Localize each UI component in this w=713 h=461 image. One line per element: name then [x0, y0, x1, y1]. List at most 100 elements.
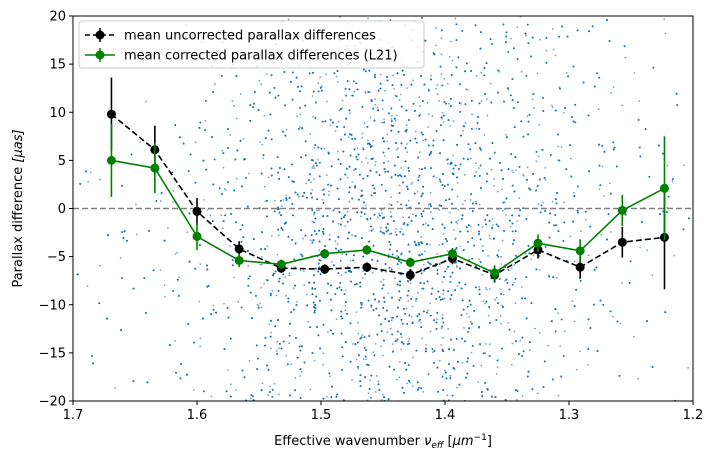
scatter-point — [159, 269, 162, 271]
scatter-point — [194, 141, 197, 144]
scatter-point — [346, 176, 349, 179]
scatter-point — [612, 86, 615, 88]
scatter-point — [87, 180, 89, 183]
scatter-point — [369, 379, 371, 382]
scatter-point — [267, 394, 269, 397]
scatter-point — [584, 218, 587, 221]
scatter-point — [145, 100, 148, 103]
scatter-point — [313, 359, 316, 362]
scatter-point — [276, 253, 279, 256]
scatter-point — [456, 195, 459, 198]
scatter-point — [167, 227, 169, 229]
scatter-point — [410, 282, 412, 285]
scatter-point — [511, 342, 514, 345]
scatter-point — [367, 392, 370, 394]
scatter-point — [557, 145, 560, 148]
scatter-point — [441, 313, 444, 316]
scatter-point — [260, 83, 262, 86]
scatter-point — [388, 203, 391, 205]
scatter-point — [440, 327, 443, 330]
scatter-point — [270, 235, 273, 237]
scatter-point — [466, 88, 469, 91]
scatter-point — [547, 344, 550, 347]
scatter-point — [394, 277, 396, 280]
scatter-point — [231, 100, 234, 102]
scatter-point — [381, 108, 384, 110]
scatter-point — [538, 331, 541, 334]
scatter-point — [429, 191, 432, 194]
scatter-point — [470, 351, 473, 354]
scatter-point — [305, 293, 308, 296]
scatter-point — [365, 157, 368, 159]
scatter-point — [456, 386, 458, 389]
scatter-point — [530, 258, 533, 261]
scatter-point — [348, 200, 351, 203]
scatter-point — [454, 17, 457, 20]
scatter-point — [247, 264, 250, 267]
scatter-point — [637, 378, 640, 380]
scatter-point — [477, 167, 480, 170]
scatter-point — [395, 378, 398, 381]
scatter-point — [502, 293, 505, 296]
scatter-point — [427, 126, 430, 128]
scatter-point — [420, 321, 422, 324]
scatter-point — [374, 163, 376, 166]
scatter-point — [362, 270, 364, 273]
scatter-point — [351, 379, 353, 381]
scatter-point — [336, 81, 339, 83]
scatter-point — [395, 227, 397, 230]
scatter-point — [377, 380, 380, 383]
scatter-point — [496, 190, 499, 193]
scatter-point — [391, 114, 393, 117]
scatter-point — [282, 199, 285, 201]
scatter-point — [400, 348, 403, 351]
scatter-point — [396, 200, 399, 203]
scatter-point — [468, 316, 470, 318]
scatter-point — [237, 300, 240, 303]
scatter-point — [436, 84, 439, 86]
scatter-point — [554, 54, 557, 57]
scatter-point — [223, 188, 226, 190]
scatter-point — [296, 301, 298, 303]
scatter-point — [513, 263, 516, 266]
scatter-point — [507, 89, 510, 91]
scatter-point — [534, 327, 536, 330]
scatter-point — [198, 300, 201, 303]
scatter-point — [480, 100, 483, 102]
scatter-point — [478, 285, 481, 288]
scatter-point — [586, 363, 589, 366]
scatter-point — [438, 359, 441, 362]
scatter-point — [569, 235, 572, 238]
scatter-point — [448, 102, 450, 105]
scatter-point — [441, 336, 444, 339]
scatter-point — [159, 200, 162, 203]
scatter-point — [478, 203, 481, 206]
scatter-point — [387, 160, 390, 163]
scatter-point — [495, 296, 498, 299]
scatter-point — [326, 396, 328, 398]
scatter-point — [564, 330, 566, 332]
scatter-point — [212, 304, 215, 307]
scatter-point — [482, 300, 485, 303]
scatter-point — [646, 249, 648, 252]
scatter-point — [335, 318, 338, 321]
scatter-point — [511, 169, 513, 172]
scatter-point — [494, 298, 496, 301]
scatter-point — [619, 322, 622, 325]
scatter-point — [374, 98, 376, 101]
scatter-point — [233, 276, 235, 279]
scatter-point — [573, 320, 576, 323]
scatter-point — [510, 363, 513, 366]
scatter-point — [325, 73, 328, 76]
scatter-point — [230, 383, 232, 386]
scatter-point — [491, 217, 494, 220]
scatter-point — [259, 263, 262, 266]
scatter-point — [299, 269, 302, 272]
scatter-point — [550, 104, 553, 107]
scatter-point — [135, 233, 138, 236]
scatter-point — [275, 350, 278, 352]
scatter-point — [544, 178, 547, 181]
scatter-point — [487, 255, 489, 257]
scatter-point — [99, 178, 101, 181]
scatter-point — [573, 260, 576, 263]
